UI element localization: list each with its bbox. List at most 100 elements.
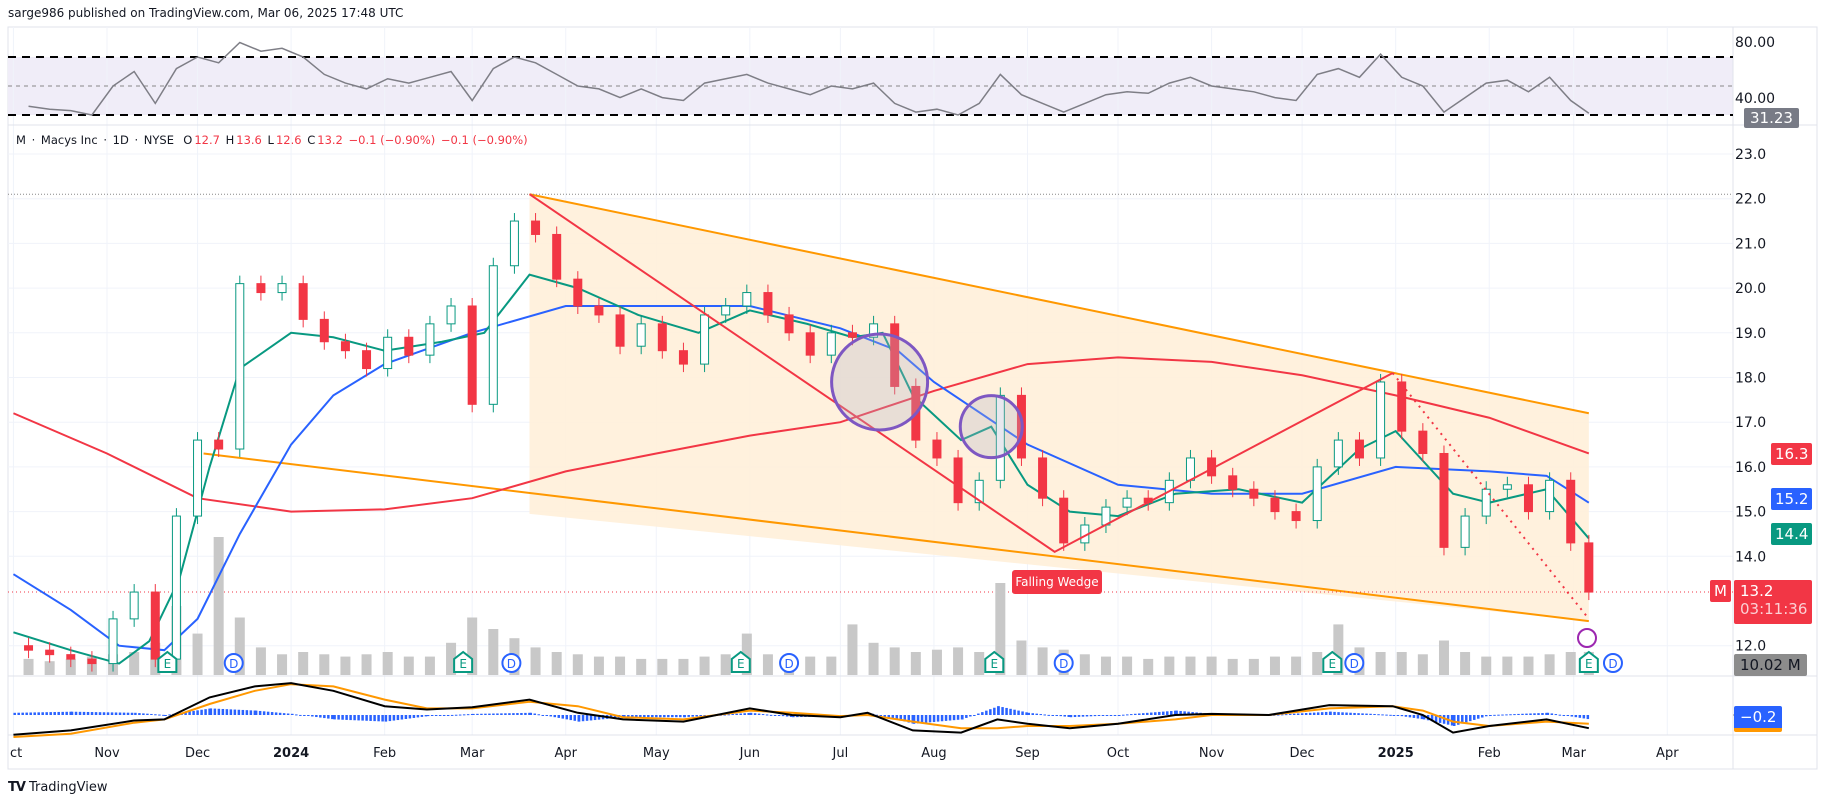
macd-histogram-bar (122, 712, 126, 715)
candle (1418, 423, 1428, 462)
macd-histogram-bar (920, 715, 924, 724)
tradingview-logo[interactable]: TV TradingView (8, 780, 107, 795)
macd-histogram-bar (589, 715, 593, 721)
macd-histogram-bar (45, 712, 48, 715)
macd-histogram-bar (1118, 715, 1121, 716)
event-letter: D (1608, 657, 1617, 671)
volume-bar (551, 652, 562, 675)
macd-histogram-bar (41, 712, 44, 715)
macd-histogram-bar (1175, 710, 1178, 715)
macd-histogram-bar (217, 708, 221, 715)
volume-bar (403, 656, 414, 675)
candle-body (1122, 497, 1132, 508)
macd-histogram-bar (146, 713, 149, 715)
legend-sep: · (103, 133, 107, 147)
macd-histogram-bar (188, 711, 191, 715)
macd-histogram-bar (369, 715, 372, 721)
macd-histogram-bar (557, 715, 561, 718)
candle (1270, 490, 1280, 520)
macd-histogram-bar (912, 715, 916, 724)
candle (24, 637, 34, 659)
falling-wedge-label[interactable]: Falling Wedge (1012, 570, 1102, 594)
candle-body (531, 220, 541, 235)
candle-body (974, 479, 984, 504)
candle-body (129, 591, 139, 620)
macd-histogram-bar (1085, 715, 1089, 717)
macd-histogram-bar (82, 711, 86, 715)
candle-body (1460, 515, 1470, 548)
legend-symbol[interactable]: M (16, 133, 26, 147)
macd-histogram-bar (1430, 715, 1434, 722)
macd-histogram-bar (781, 715, 785, 717)
macd-histogram-bar (773, 715, 777, 716)
macd-histogram-bar (349, 715, 352, 721)
macd-histogram-bar (1109, 715, 1113, 716)
candle (193, 432, 203, 525)
macd-histogram-bar (65, 711, 68, 715)
macd-histogram-bar (1146, 712, 1149, 715)
volume-bar (910, 652, 921, 675)
dividend-marker: D (501, 653, 522, 673)
candle-body (1291, 511, 1301, 522)
candle-body (1185, 457, 1195, 481)
macd-histogram-bar (1554, 714, 1558, 716)
macd-histogram-bar (757, 713, 761, 715)
macd-histogram-bar (727, 714, 730, 716)
candle-body (1270, 497, 1280, 513)
macd-histogram-bar (196, 710, 199, 715)
macd-histogram-bar (270, 712, 274, 715)
volume-bar (805, 656, 816, 675)
candle-body (1481, 488, 1491, 517)
candle (678, 342, 688, 373)
volume-bar (1417, 654, 1428, 675)
ma200-tag: 16.3 (1771, 443, 1813, 465)
open-label: O (183, 133, 193, 147)
candle (340, 333, 350, 359)
macd-histogram-bar (1035, 713, 1038, 715)
earnings-icon (157, 650, 178, 673)
close-label: C (307, 133, 316, 147)
candle-body (869, 323, 879, 338)
macd-histogram-bar (647, 715, 650, 718)
earnings-icon (1578, 650, 1599, 673)
tradingview-logo-mark: TV (8, 780, 26, 795)
macd-histogram-bar (981, 712, 984, 715)
candle (742, 284, 752, 314)
candle-body (446, 305, 456, 325)
macd-histogram-bar (1097, 715, 1101, 716)
candle (129, 584, 139, 627)
macd-histogram-bar (25, 712, 28, 715)
macd-histogram-bar (1300, 713, 1304, 715)
macd-histogram-bar (1166, 711, 1169, 715)
macd-histogram-bar (258, 710, 262, 715)
dividend-icon (779, 653, 800, 673)
volume-bar (1037, 647, 1048, 675)
volume-bar (1016, 640, 1027, 675)
volume-bar (424, 656, 435, 675)
macd-histogram-bar (33, 712, 36, 715)
price-tick-label: 20.0 (1735, 281, 1766, 297)
macd-histogram-bar (1183, 711, 1186, 715)
candle-body (721, 305, 731, 316)
time-tick-label: May (643, 746, 670, 761)
macd-histogram-bar (723, 714, 726, 716)
candle-body (298, 283, 308, 320)
macd-histogram-bar (262, 711, 266, 715)
candle-body (1545, 479, 1555, 513)
macd-histogram-bar (311, 715, 314, 717)
candle-body (847, 332, 857, 338)
candle (150, 584, 160, 668)
macd-histogram-bar (1558, 714, 1562, 716)
macd-histogram-bar (1073, 715, 1077, 718)
macd-histogram-bar (1150, 712, 1153, 715)
macd-histogram-bar (381, 715, 384, 722)
event-letter: E (1329, 657, 1337, 671)
macd-histogram-bar (1067, 715, 1070, 717)
macd-histogram-bar (969, 715, 972, 717)
macd-histogram-bar (1113, 715, 1117, 716)
macd-histogram-bar (761, 714, 765, 716)
macd-histogram-bar (777, 715, 781, 716)
candle-body (657, 323, 667, 352)
legend-sep: · (31, 133, 36, 147)
